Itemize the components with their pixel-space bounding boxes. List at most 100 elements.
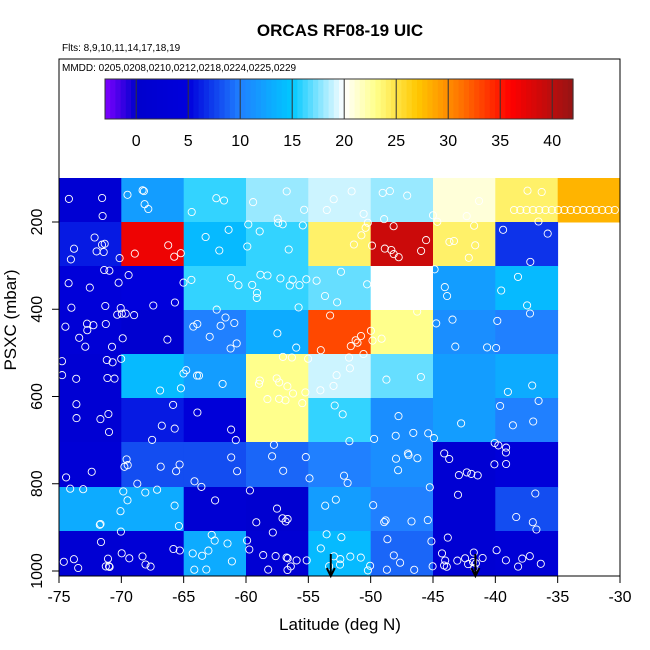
data-point [496, 401, 505, 411]
data-point [117, 549, 126, 558]
colorbar-swatch [266, 79, 272, 119]
data-point [423, 516, 432, 525]
data-point [534, 217, 543, 226]
colorbar [104, 78, 574, 120]
data-point [248, 280, 257, 289]
data-point [116, 303, 125, 313]
data-point [279, 466, 288, 475]
data-point [394, 466, 403, 475]
data-point [509, 205, 519, 215]
data-point [367, 241, 377, 250]
y-tick-label: 600 [29, 383, 46, 410]
heatmap-cell [121, 442, 185, 488]
heatmap-cell [59, 487, 122, 532]
colorbar-swatch [146, 79, 153, 119]
data-point [349, 240, 358, 249]
data-point [243, 536, 252, 545]
data-point [216, 321, 225, 330]
data-point [585, 205, 594, 215]
heatmap-cell [246, 531, 309, 577]
colorbar-swatch [151, 79, 158, 119]
data-point [273, 329, 282, 338]
data-point [433, 217, 442, 226]
colorbar-swatch [219, 79, 226, 119]
colorbar-swatch [469, 79, 475, 119]
data-point [252, 293, 261, 302]
data-point [101, 319, 110, 329]
data-point [448, 315, 457, 324]
data-point [175, 460, 184, 469]
heatmap-cell [121, 531, 185, 577]
data-point [332, 371, 341, 380]
data-point [234, 281, 243, 290]
data-point [100, 265, 109, 275]
data-point [451, 342, 460, 351]
data-point [170, 501, 179, 510]
data-point [201, 232, 210, 242]
data-point [357, 231, 366, 240]
colorbar-swatch [541, 79, 548, 119]
data-point [192, 371, 202, 380]
data-point [316, 544, 325, 553]
colorbar-swatch [406, 79, 413, 119]
heatmap-cell [308, 178, 372, 223]
flights-label: Flts: 8,9,10,11,14,17,18,19 [62, 43, 181, 54]
data-point [478, 553, 487, 563]
colorbar-swatch [302, 79, 309, 119]
data-point [396, 558, 405, 567]
colorbar-swatch [157, 79, 163, 119]
heatmap-cell [370, 487, 434, 532]
data-point [98, 193, 107, 203]
data-point [474, 196, 484, 206]
data-point [139, 187, 148, 196]
heatmap-cells [59, 178, 621, 577]
data-point [123, 496, 132, 505]
data-point [516, 205, 525, 215]
colorbar-swatch [307, 79, 314, 119]
data-point [176, 249, 185, 258]
data-point [391, 454, 401, 463]
data-point [104, 427, 114, 437]
data-point [443, 291, 452, 301]
data-point [123, 461, 132, 470]
y-axis-label: PSXC (mbar) [1, 269, 20, 370]
data-point [244, 220, 253, 229]
colorbar-tick-label: 40 [543, 133, 561, 150]
data-point [492, 343, 501, 353]
data-point [363, 218, 372, 227]
data-point [531, 489, 540, 498]
data-point [104, 409, 113, 419]
data-point [146, 562, 155, 571]
data-point [82, 319, 92, 328]
data-point [292, 343, 301, 352]
data-point [326, 311, 335, 320]
data-point [440, 283, 449, 292]
colorbar-swatch [505, 79, 512, 119]
heatmap-cell [370, 310, 434, 355]
colorbar-swatch [172, 79, 179, 119]
colorbar-swatch [198, 79, 205, 119]
colorbar-swatch [105, 79, 111, 119]
data-point [170, 252, 179, 261]
heatmap-cell [308, 398, 372, 443]
data-point [284, 245, 293, 254]
heatmap-cell [495, 310, 559, 355]
data-point [102, 355, 111, 365]
data-point [343, 478, 352, 488]
data-point [320, 291, 330, 301]
data-point [264, 565, 273, 574]
heatmap-cell [183, 531, 247, 577]
data-point [443, 533, 452, 542]
data-point [189, 322, 198, 331]
data-point [610, 205, 619, 215]
data-point [473, 471, 482, 480]
x-axis-label: Latitude (deg N) [279, 615, 401, 634]
data-point [532, 525, 541, 534]
data-point [121, 309, 130, 318]
data-point [301, 453, 310, 462]
data-point [454, 471, 463, 480]
data-point [329, 381, 338, 390]
heatmap-cell [433, 442, 496, 488]
data-point [301, 388, 310, 397]
data-point [304, 354, 313, 363]
